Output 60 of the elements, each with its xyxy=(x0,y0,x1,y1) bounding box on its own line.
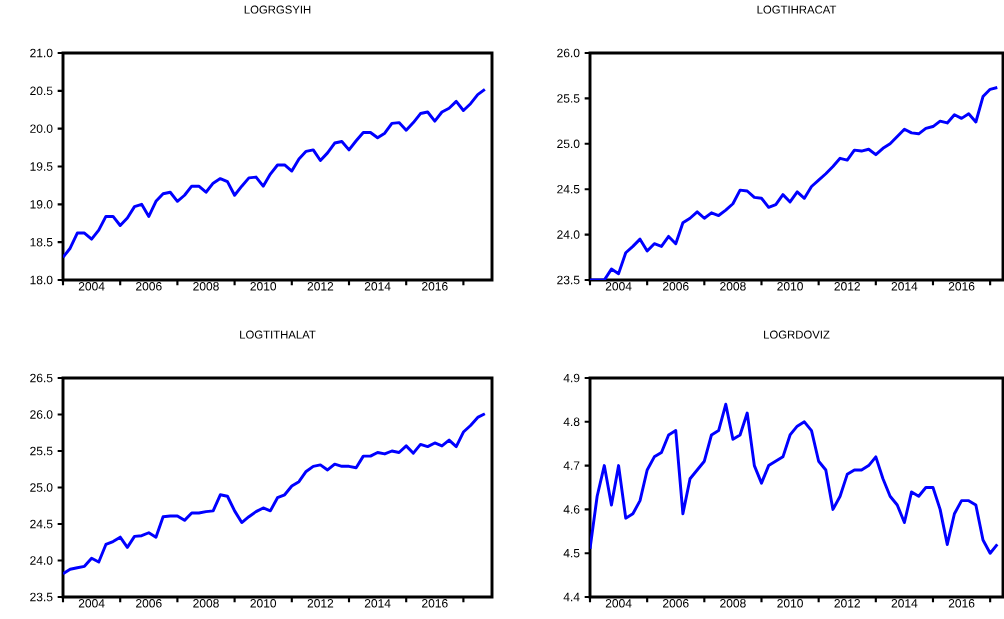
y-tick-label: 19.0 xyxy=(30,200,53,209)
x-tick-label: 2006 xyxy=(663,599,689,608)
x-tick-label: 2016 xyxy=(948,282,975,291)
x-tick-label: 2006 xyxy=(663,282,689,291)
chart-title: LOGTITHALAT xyxy=(240,330,316,339)
x-tick-label: 2008 xyxy=(193,282,219,291)
y-tick-label: 25.0 xyxy=(30,483,53,492)
x-tick-label: 2016 xyxy=(948,599,975,608)
y-tick-label: 26.0 xyxy=(557,48,580,58)
y-tick-label: 21.0 xyxy=(30,48,53,58)
x-tick-label: 2010 xyxy=(777,599,803,608)
x-tick-label: 2004 xyxy=(605,282,632,291)
y-tick-label: 25.0 xyxy=(557,139,580,149)
y-tick-label: 23.5 xyxy=(30,592,53,602)
x-tick-label: 2004 xyxy=(78,282,105,291)
y-tick-label: 18.5 xyxy=(30,237,53,247)
y-tick-label: 19.5 xyxy=(30,162,53,171)
x-tick-label: 2008 xyxy=(193,599,219,608)
chart-title: LOGRGSYIH xyxy=(244,5,311,14)
x-tick-label: 2006 xyxy=(136,282,162,291)
x-tick-label: 2010 xyxy=(777,282,803,291)
y-tick-label: 20.0 xyxy=(30,124,53,133)
x-tick-label: 2010 xyxy=(250,282,277,291)
chart-title: LOGRDOVIZ xyxy=(764,330,830,339)
x-tick-label: 2016 xyxy=(422,282,448,291)
y-tick-label: 24.0 xyxy=(30,556,53,565)
y-tick-label: 26.5 xyxy=(30,373,53,383)
y-tick-label: 4.8 xyxy=(563,417,580,427)
y-tick-label: 4.7 xyxy=(563,461,580,470)
y-tick-label: 24.0 xyxy=(557,230,580,239)
x-tick-label: 2012 xyxy=(834,599,860,608)
line-series xyxy=(63,87,487,259)
y-tick-label: 25.5 xyxy=(557,94,580,103)
x-tick-label: 2006 xyxy=(136,599,162,608)
x-tick-label: 2012 xyxy=(307,282,334,291)
y-tick-label: 18.0 xyxy=(30,275,53,285)
y-tick-label: 25.5 xyxy=(30,446,53,456)
y-tick-label: 4.6 xyxy=(563,505,580,514)
y-tick-label: 20.5 xyxy=(30,86,53,96)
y-tick-label: 23.5 xyxy=(557,275,580,285)
x-tick-label: 2008 xyxy=(720,599,746,608)
y-tick-label: 24.5 xyxy=(30,519,53,529)
x-tick-label: 2012 xyxy=(307,599,334,608)
x-tick-label: 2014 xyxy=(891,282,918,291)
y-tick-label: 26.0 xyxy=(30,410,53,419)
x-tick-label: 2014 xyxy=(364,599,391,608)
x-tick-label: 2012 xyxy=(834,282,860,291)
x-tick-label: 2004 xyxy=(78,599,105,608)
x-tick-label: 2016 xyxy=(422,599,448,608)
y-tick-label: 4.9 xyxy=(563,373,580,383)
x-tick-label: 2004 xyxy=(605,599,632,608)
x-tick-label: 2014 xyxy=(891,599,918,608)
y-tick-label: 24.5 xyxy=(557,184,580,194)
y-tick-label: 4.5 xyxy=(563,549,580,558)
x-tick-label: 2014 xyxy=(364,282,391,291)
line-series xyxy=(63,412,487,576)
y-tick-label: 4.4 xyxy=(563,592,580,602)
x-tick-label: 2010 xyxy=(250,599,277,608)
x-tick-label: 2008 xyxy=(720,282,746,291)
chart-title: LOGTIHRACAT xyxy=(757,5,837,14)
